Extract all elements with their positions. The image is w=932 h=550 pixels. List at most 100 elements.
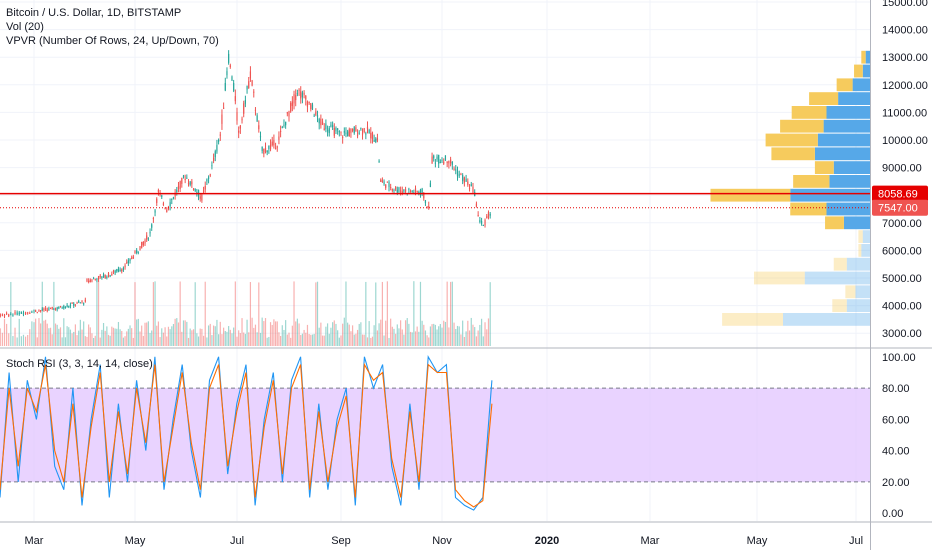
volume-bar (43, 320, 45, 346)
candle-body (71, 302, 73, 304)
volume-bar (204, 281, 206, 346)
stoch-rsi-k-line[interactable] (0, 354, 493, 511)
candle-body (64, 306, 67, 308)
candle-body (438, 154, 440, 164)
rsi-legend[interactable]: Stoch RSI (3, 3, 14, 14, close) (6, 358, 153, 370)
volume-bar (418, 331, 420, 346)
volume-bar (482, 336, 484, 346)
volume-bar (74, 324, 76, 346)
candle-body (248, 81, 250, 88)
candle-body (141, 241, 143, 248)
volume-bar (22, 334, 25, 346)
candle-body (162, 203, 165, 206)
vpvr-down-bar (814, 161, 834, 174)
candle-body (281, 127, 283, 129)
volume-bar (236, 336, 238, 346)
volume-bar (231, 333, 233, 346)
candle-body (68, 306, 70, 308)
candle-body (318, 119, 320, 124)
candle-body (38, 310, 40, 312)
price-tick-label: 3000.00 (882, 328, 922, 340)
volume-bar (381, 281, 383, 346)
candle-body (395, 187, 397, 190)
volume-bar (107, 334, 110, 346)
vpvr-up-bar (846, 299, 870, 312)
symbol-legend[interactable]: Bitcoin / U.S. Dollar, 1D, BITSTAMP (6, 7, 182, 19)
volume-bar (489, 282, 491, 346)
candle-body (253, 91, 255, 93)
candle-body (378, 160, 380, 163)
stoch-rsi-d-line[interactable] (0, 362, 493, 508)
price-tick-label: 4000.00 (882, 301, 922, 313)
candle-body (393, 189, 395, 191)
volume-bar (413, 281, 415, 346)
volume-bar (191, 330, 193, 346)
volume-bar (249, 282, 252, 346)
volume-bar (353, 334, 355, 346)
price-level-tag (872, 185, 928, 202)
candle-body (355, 127, 357, 132)
candle-body (332, 125, 334, 128)
volume-legend[interactable]: Vol (20) (6, 21, 44, 33)
candle-body (204, 185, 206, 190)
volume-bar (18, 318, 20, 346)
volume-bar (300, 335, 302, 346)
vpvr-up-bar (790, 188, 870, 202)
time-tick-label: May (747, 535, 768, 547)
candle-body (326, 130, 329, 132)
volume-bar (181, 331, 183, 346)
volume-bar (436, 329, 438, 346)
candle-body (301, 92, 304, 98)
volume-bar (468, 330, 471, 346)
volume-bar (58, 328, 60, 346)
candle-body (146, 235, 148, 240)
candle-body (429, 183, 432, 187)
volume-bar (54, 323, 57, 346)
volume-bar (172, 323, 175, 346)
candle-body (94, 278, 96, 280)
price-tick-label: 15000.00 (882, 0, 928, 9)
candle-body (214, 151, 216, 158)
vpvr-down-bar (861, 50, 866, 64)
candle-body (169, 202, 171, 207)
candle-body (137, 251, 139, 253)
candle-body (431, 156, 433, 164)
volume-bar (273, 319, 275, 346)
candle-body (167, 208, 170, 210)
candle-body (269, 144, 272, 150)
volume-bar (41, 281, 43, 346)
candle-body (296, 93, 298, 95)
candle-body (73, 303, 75, 306)
volume-bar (233, 327, 235, 346)
volume-bar (411, 332, 413, 346)
volume-bar (177, 322, 180, 346)
vpvr-legend[interactable]: VPVR (Number Of Rows, 24, Up/Down, 70) (6, 35, 219, 47)
candle-body (49, 307, 52, 309)
candle-body (280, 130, 282, 132)
candle-body (121, 269, 123, 272)
candle-body (439, 161, 441, 163)
volume-bar (450, 281, 452, 346)
volume-bar (338, 337, 340, 346)
volume-bar (360, 322, 362, 346)
candle-body (226, 71, 228, 76)
volume-bar (414, 331, 417, 346)
volume-bar (121, 330, 123, 346)
candle-body (54, 308, 57, 311)
candle-body (306, 101, 309, 107)
candle-body (91, 280, 93, 282)
volume-bar (325, 326, 327, 346)
volume-bar (76, 335, 78, 346)
volume-bar (323, 335, 325, 346)
rsi-tick-label: 80.00 (882, 383, 910, 395)
candle-body (219, 134, 221, 136)
candle-body (305, 95, 307, 100)
candle-body (482, 224, 484, 226)
candle-body (321, 121, 324, 125)
vpvr-down-bar (780, 119, 824, 133)
candle-body (258, 125, 260, 130)
candle-body (117, 268, 120, 272)
volume-bar (102, 323, 105, 346)
candle-body (283, 124, 285, 126)
